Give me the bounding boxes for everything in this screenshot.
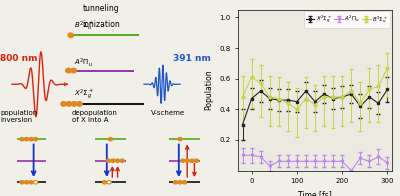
Circle shape [173,181,178,184]
Circle shape [108,137,112,141]
Text: $X^2\Sigma_g^+$: $X^2\Sigma_g^+$ [74,87,94,102]
Circle shape [20,137,24,141]
Text: $B^2\Sigma_u^+$: $B^2\Sigma_u^+$ [74,20,94,33]
Legend: $X^2\Sigma_g^+$, $A^2\Pi_u$, $B^2\Sigma_u^+$: $X^2\Sigma_g^+$, $A^2\Pi_u$, $B^2\Sigma_… [304,12,390,28]
Circle shape [29,181,33,184]
Circle shape [76,102,82,106]
Circle shape [29,137,33,141]
Circle shape [71,102,77,106]
Text: population
inversion: population inversion [0,110,37,123]
Circle shape [107,181,111,184]
Circle shape [182,181,187,184]
Circle shape [111,159,115,162]
Circle shape [185,159,190,162]
Text: tunneling: tunneling [82,4,119,13]
Circle shape [24,137,29,141]
Text: $A^2\Pi_u$: $A^2\Pi_u$ [74,56,94,69]
Circle shape [71,68,76,73]
Circle shape [190,159,194,162]
Circle shape [34,137,38,141]
Circle shape [102,181,107,184]
Text: ionization: ionization [82,20,120,29]
Circle shape [24,181,29,184]
Circle shape [181,159,185,162]
Circle shape [178,137,182,141]
Text: 800 nm: 800 nm [0,54,38,63]
Circle shape [66,102,72,106]
Circle shape [120,159,124,162]
Text: V-scheme: V-scheme [151,110,185,116]
Circle shape [68,33,74,38]
Circle shape [20,181,24,184]
Circle shape [66,68,71,73]
Text: 391 nm: 391 nm [173,54,211,63]
Circle shape [115,159,120,162]
Text: depopulation
of X into A: depopulation of X into A [72,110,118,123]
X-axis label: Time [fs]: Time [fs] [298,190,332,196]
Circle shape [34,181,38,184]
Circle shape [178,181,182,184]
Circle shape [61,102,66,106]
Circle shape [106,159,110,162]
Circle shape [194,159,199,162]
Y-axis label: Population: Population [204,70,214,111]
